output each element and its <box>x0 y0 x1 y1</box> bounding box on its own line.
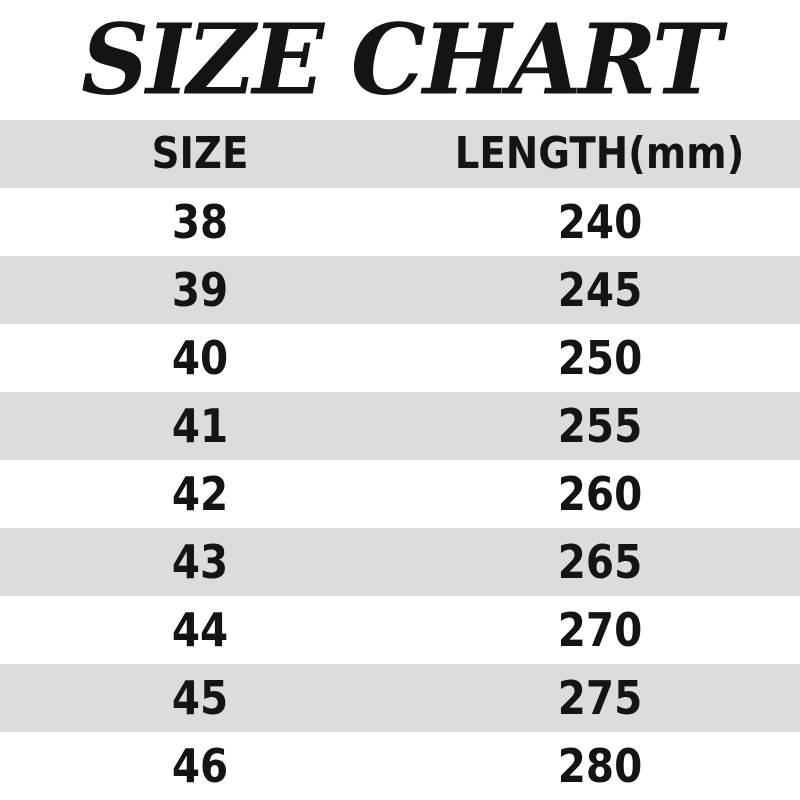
page-title: SIZE CHART <box>81 2 722 118</box>
size-table: SIZE LENGTH(mm) 38 240 39 245 40 250 41 … <box>0 120 800 800</box>
title-area: SIZE CHART <box>0 0 800 120</box>
table-row: 39 245 <box>0 256 800 324</box>
table-header-row: SIZE LENGTH(mm) <box>0 120 800 188</box>
column-header-length: LENGTH(mm) <box>455 128 745 179</box>
table-row: 45 275 <box>0 664 800 732</box>
table-row: 44 270 <box>0 596 800 664</box>
size-cell: 45 <box>171 671 229 725</box>
table-row: 46 280 <box>0 732 800 800</box>
size-cell: 43 <box>171 535 229 589</box>
size-cell: 46 <box>171 739 229 793</box>
length-cell: 255 <box>557 399 643 453</box>
size-cell: 38 <box>171 195 229 249</box>
length-cell: 260 <box>557 467 643 521</box>
length-cell: 250 <box>557 331 643 385</box>
column-header-size: SIZE <box>151 128 249 179</box>
size-cell: 40 <box>171 331 229 385</box>
size-cell: 44 <box>171 603 229 657</box>
table-row: 41 255 <box>0 392 800 460</box>
table-row: 43 265 <box>0 528 800 596</box>
length-cell: 240 <box>557 195 643 249</box>
size-cell: 41 <box>171 399 229 453</box>
table-row: 40 250 <box>0 324 800 392</box>
table-row: 38 240 <box>0 188 800 256</box>
length-cell: 280 <box>557 739 643 793</box>
length-cell: 270 <box>557 603 643 657</box>
size-cell: 39 <box>171 263 229 317</box>
length-cell: 245 <box>557 263 643 317</box>
length-cell: 265 <box>557 535 643 589</box>
length-cell: 275 <box>557 671 643 725</box>
table-row: 42 260 <box>0 460 800 528</box>
size-cell: 42 <box>171 467 229 521</box>
